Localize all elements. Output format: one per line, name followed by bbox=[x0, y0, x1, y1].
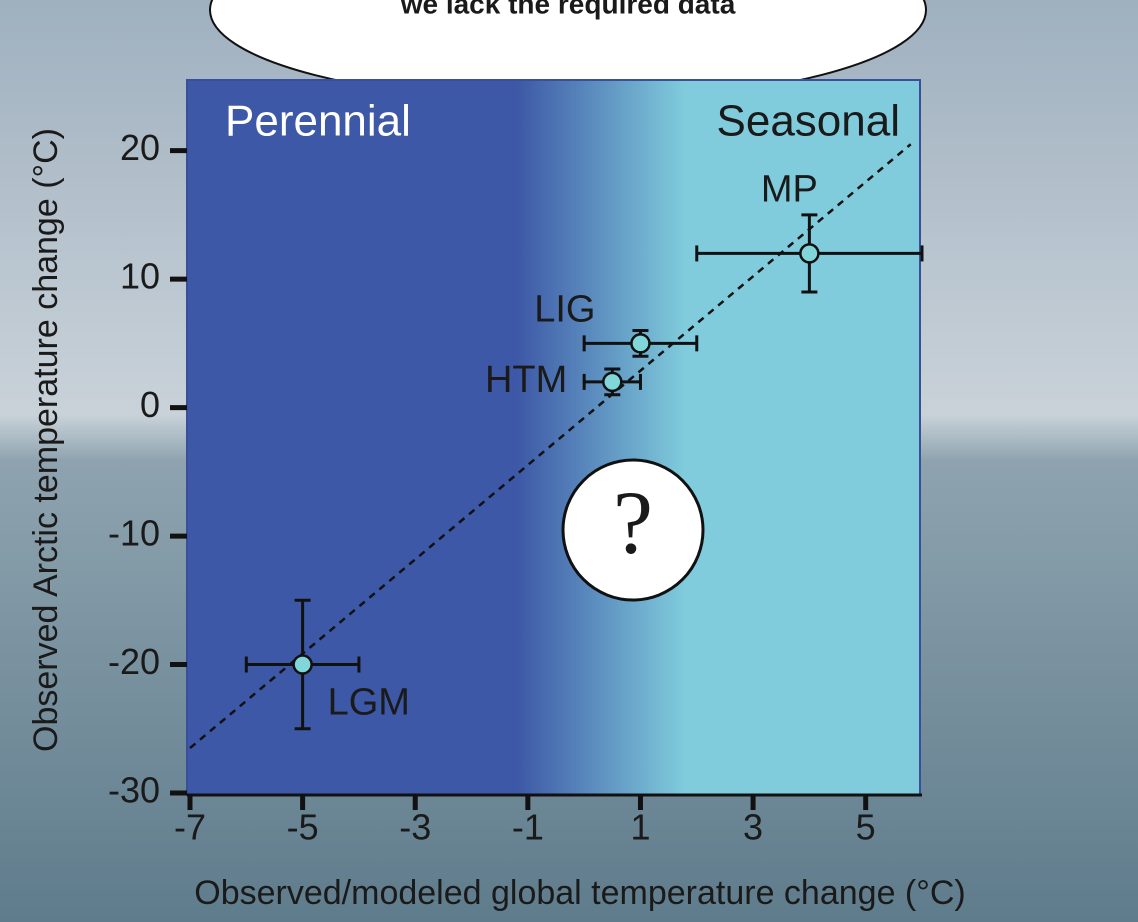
x-tick-label: 3 bbox=[743, 807, 763, 848]
y-tick-label: 0 bbox=[140, 384, 160, 425]
x-tick-label: -7 bbox=[174, 807, 206, 848]
x-tick-label: -3 bbox=[399, 807, 431, 848]
y-tick-label: -30 bbox=[108, 770, 160, 811]
x-tick-label: -5 bbox=[287, 807, 319, 848]
point-label: LIG bbox=[534, 288, 595, 330]
x-tick-label: -1 bbox=[512, 807, 544, 848]
region-label: Seasonal bbox=[717, 97, 900, 146]
data-point bbox=[603, 373, 621, 391]
x-tick-label: 5 bbox=[856, 807, 876, 848]
bubble-text: we lack the required data bbox=[400, 0, 736, 19]
x-axis-label: Observed/modeled global temperature chan… bbox=[194, 874, 965, 912]
x-tick-label: 1 bbox=[630, 807, 650, 848]
region-label: Perennial bbox=[225, 97, 411, 146]
data-point bbox=[800, 244, 818, 262]
y-tick-label: 10 bbox=[120, 256, 160, 297]
data-point bbox=[631, 334, 649, 352]
y-tick-label: 20 bbox=[120, 127, 160, 168]
question-mark: ? bbox=[613, 474, 653, 573]
chart: we lack the required data Perennial Seas… bbox=[0, 0, 1138, 922]
y-tick-label: -10 bbox=[108, 513, 160, 554]
y-axis-label: Observed Arctic temperature change (°C) bbox=[27, 128, 65, 752]
point-label: MP bbox=[761, 168, 818, 210]
point-label: HTM bbox=[485, 359, 567, 401]
y-tick-label: -20 bbox=[108, 641, 160, 682]
page: {"chart_data": { "type": "errorbar-scatt… bbox=[0, 0, 1138, 922]
point-label: LGM bbox=[328, 682, 410, 724]
data-point bbox=[294, 656, 312, 674]
